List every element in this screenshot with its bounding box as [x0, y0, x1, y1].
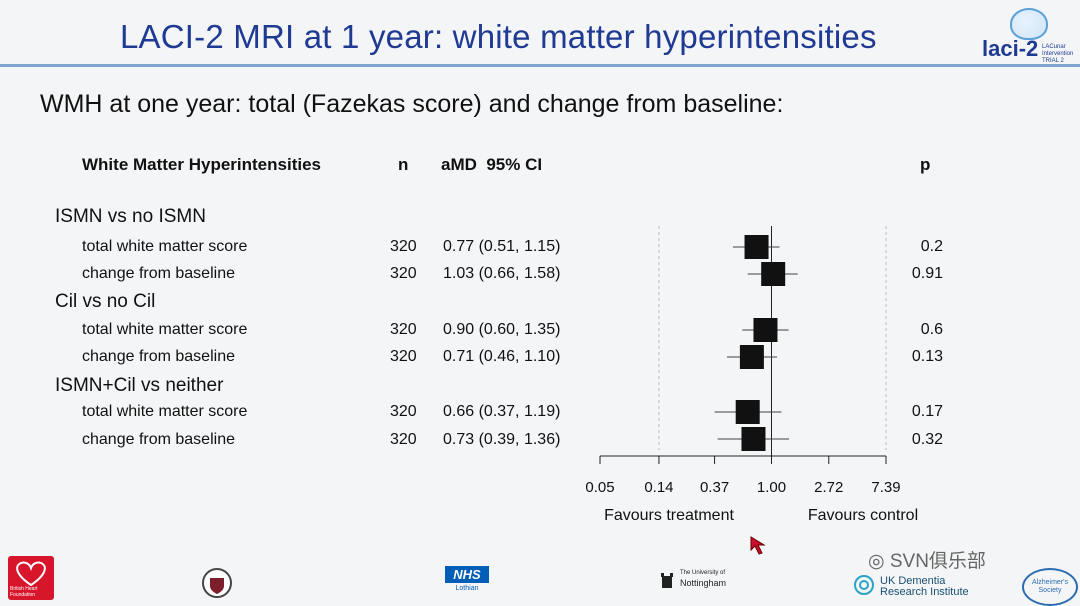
alzheimers-text: Alzheimer's Society	[1032, 579, 1068, 594]
x-tick-label: 0.14	[644, 479, 673, 496]
row-p: 0.13	[911, 348, 943, 365]
edinburgh-crest-icon	[202, 566, 232, 600]
row-p: 0.6	[920, 321, 943, 338]
bhf-logo: British Heart Foundation	[8, 556, 54, 600]
estimate-marker	[735, 400, 760, 424]
brain-icon	[1010, 8, 1048, 40]
row-n: 320	[390, 431, 417, 448]
favours-treatment-label: Favours treatment	[604, 507, 734, 524]
header-label: White Matter Hyperintensities	[82, 155, 321, 174]
x-tick-label: 0.05	[585, 479, 614, 496]
row-n: 320	[390, 403, 417, 420]
row-ci: 0.73 (0.39, 1.36)	[443, 431, 561, 448]
uk-dri-line1: UK Dementia	[880, 575, 946, 587]
laci2-logo: laci-2 LACunar Intervention TRIAL 2	[982, 6, 1074, 64]
header-p: p	[920, 155, 931, 174]
row-ci: 1.03 (0.66, 1.58)	[443, 265, 561, 282]
row-n: 320	[390, 348, 417, 365]
row-label: change from baseline	[82, 265, 235, 282]
nhs-logo: NHS Lothian	[445, 566, 489, 592]
row-n: 320	[390, 265, 417, 282]
logo-subtext: LACunar Intervention TRIAL 2	[1042, 44, 1074, 64]
x-tick-label: 7.39	[871, 479, 900, 496]
x-tick-label: 1.00	[757, 479, 786, 496]
estimate-marker	[761, 262, 786, 286]
nottingham-text-top: The University of	[680, 570, 726, 576]
slide-title: LACI-2 MRI at 1 year: white matter hyper…	[120, 18, 877, 55]
favours-control-label: Favours control	[808, 507, 918, 524]
row-p: 0.91	[911, 265, 943, 282]
estimate-marker	[753, 318, 778, 342]
watermark: ◎ SVN俱乐部	[868, 551, 986, 572]
nhs-badge: NHS	[445, 566, 489, 583]
heart-icon	[16, 561, 46, 587]
row-label: total white matter score	[82, 238, 248, 255]
nhs-lothian-text: Lothian	[455, 585, 479, 592]
estimate-marker	[741, 427, 766, 451]
row-label: total white matter score	[82, 403, 248, 420]
uk-dri-icon	[854, 575, 874, 595]
row-p: 0.32	[911, 431, 943, 448]
row-label: total white matter score	[82, 321, 248, 338]
row-n: 320	[390, 238, 417, 255]
mouse-cursor-icon	[750, 536, 766, 555]
row-ci: 0.90 (0.60, 1.35)	[443, 321, 561, 338]
row-p: 0.2	[920, 238, 943, 255]
group-title: ISMN vs no ISMN	[55, 206, 206, 227]
group-title: ISMN+Cil vs neither	[55, 375, 224, 396]
castle-icon	[661, 573, 673, 588]
estimate-marker	[739, 345, 764, 369]
header-estimate: aMD 95% CI	[441, 155, 543, 174]
x-tick-label: 2.72	[814, 479, 843, 496]
estimate-marker	[744, 235, 769, 259]
row-n: 320	[390, 321, 417, 338]
row-p: 0.17	[911, 403, 943, 420]
group-title: Cil vs no Cil	[55, 291, 156, 312]
title-divider	[0, 64, 1080, 67]
row-ci: 0.66 (0.37, 1.19)	[443, 403, 561, 420]
slide-subtitle: WMH at one year: total (Fazekas score) a…	[40, 90, 784, 118]
row-ci: 0.71 (0.46, 1.10)	[443, 348, 561, 365]
wechat-icon: ◎	[868, 551, 890, 572]
logo-text: laci-2	[982, 36, 1039, 61]
row-label: change from baseline	[82, 348, 235, 365]
bhf-text: British Heart Foundation	[10, 586, 38, 598]
header-n: n	[398, 155, 409, 174]
uk-dri-line2: Research Institute	[880, 586, 969, 598]
alzheimers-society-logo: Alzheimer's Society	[1022, 568, 1078, 606]
row-ci: 0.77 (0.51, 1.15)	[443, 238, 561, 255]
nottingham-text: Nottingham	[680, 578, 727, 588]
row-label: change from baseline	[82, 431, 235, 448]
x-tick-label: 0.37	[700, 479, 729, 496]
